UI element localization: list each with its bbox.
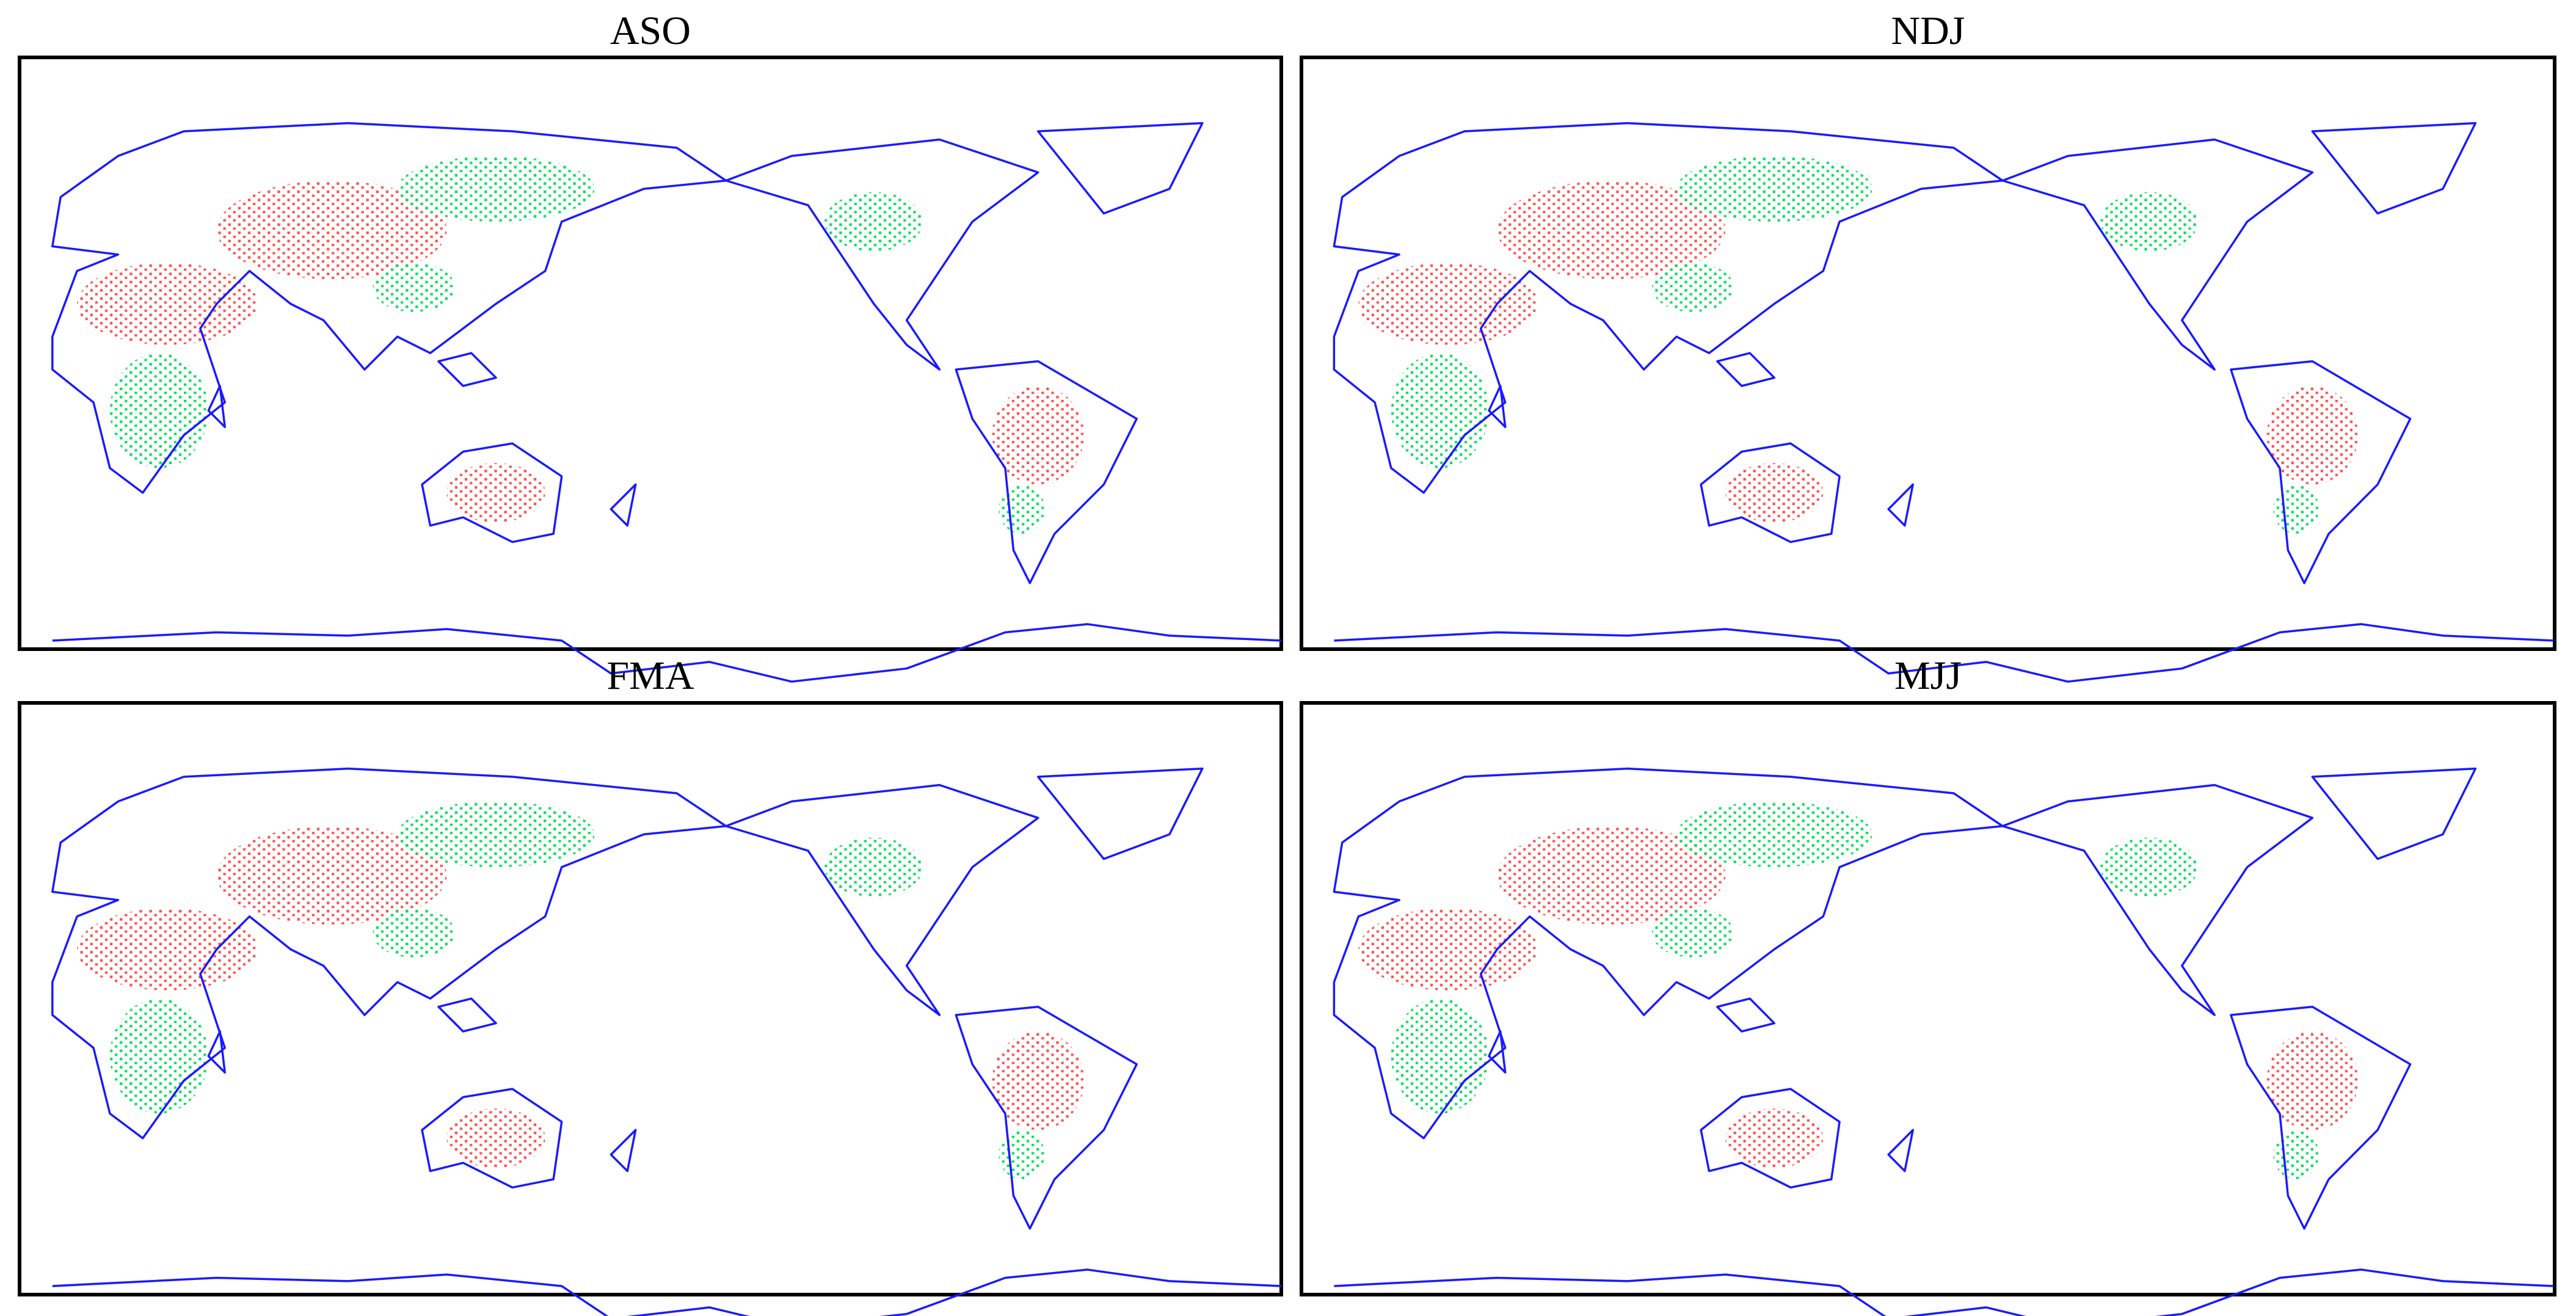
panel-ndj: NDJ: [1300, 9, 2556, 683]
panel-mjj: MJJ: [1300, 653, 2556, 1316]
map-frame: [1300, 56, 2556, 651]
panel-title: MJJ: [1894, 653, 1962, 698]
panel-fma: FMA: [18, 653, 1283, 1316]
panel-aso: ASO: [18, 9, 1283, 683]
panel-title: NDJ: [1891, 9, 1965, 53]
panel-title: ASO: [610, 9, 691, 53]
map-frame: [18, 701, 1283, 1296]
map-frame: [18, 56, 1283, 651]
panel-title: FMA: [606, 653, 694, 698]
map-frame: [1300, 701, 2556, 1296]
